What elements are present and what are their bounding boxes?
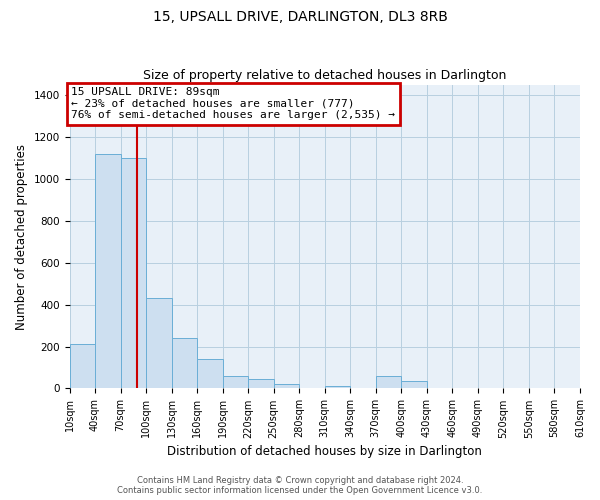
Bar: [248, 379, 274, 388]
Bar: [274, 384, 299, 388]
Title: Size of property relative to detached houses in Darlington: Size of property relative to detached ho…: [143, 69, 506, 82]
Bar: [95, 154, 121, 388]
Text: 15 UPSALL DRIVE: 89sqm
← 23% of detached houses are smaller (777)
76% of semi-de: 15 UPSALL DRIVE: 89sqm ← 23% of detached…: [71, 87, 395, 120]
Text: Contains HM Land Registry data © Crown copyright and database right 2024.
Contai: Contains HM Land Registry data © Crown c…: [118, 476, 482, 495]
Bar: [121, 158, 146, 388]
Bar: [172, 338, 197, 388]
Bar: [376, 376, 401, 388]
Bar: [146, 298, 172, 388]
Y-axis label: Number of detached properties: Number of detached properties: [15, 144, 28, 330]
Bar: [223, 376, 248, 388]
Bar: [70, 344, 95, 389]
Bar: [197, 359, 223, 388]
Text: 15, UPSALL DRIVE, DARLINGTON, DL3 8RB: 15, UPSALL DRIVE, DARLINGTON, DL3 8RB: [152, 10, 448, 24]
Bar: [325, 386, 350, 388]
X-axis label: Distribution of detached houses by size in Darlington: Distribution of detached houses by size …: [167, 444, 482, 458]
Bar: [401, 381, 427, 388]
